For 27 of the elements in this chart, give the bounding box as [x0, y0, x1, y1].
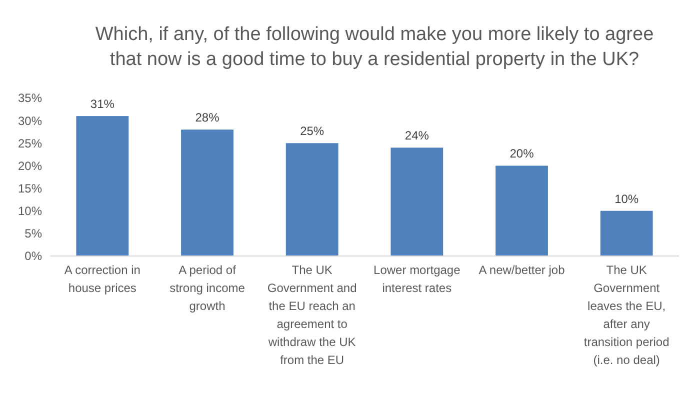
- y-tick-label: 30%: [18, 114, 42, 128]
- bar: [390, 148, 444, 256]
- x-tick-label: A new/better job: [478, 263, 566, 277]
- bar: [181, 130, 234, 256]
- chart-title: Which, if any, of the following would make you more likely to agree that now is a good time to buy a residential property in the UK?: [95, 24, 654, 70]
- bar: [496, 166, 548, 256]
- data-label: 20%: [510, 146, 534, 161]
- data-label: 25%: [300, 124, 324, 138]
- bar: [286, 143, 338, 256]
- y-tick-label: 25%: [18, 136, 42, 150]
- y-tick-label: 15%: [18, 181, 42, 196]
- x-tick-label: A period of strong income growth: [170, 263, 246, 313]
- x-tick-label: A correction in house prices: [64, 263, 140, 295]
- y-tick-label: 5%: [24, 226, 42, 241]
- y-tick-label: 0%: [24, 249, 42, 264]
- x-tick-label: Lower mortgage interest rates: [374, 263, 461, 295]
- data-label: 28%: [195, 110, 220, 125]
- x-tick-label: The UK Government and the EU reach an agreement to withdraw the UK from the EU: [267, 263, 357, 367]
- data-label: 31%: [90, 97, 115, 112]
- data-label: 24%: [404, 128, 430, 143]
- y-tick-label: 35%: [18, 91, 42, 106]
- y-tick-label: 20%: [18, 158, 42, 173]
- bar: [600, 210, 653, 256]
- y-tick-label: 10%: [18, 204, 42, 218]
- bar: [76, 116, 129, 256]
- data-label: 10%: [614, 192, 639, 206]
- x-tick-label: The UK Government leaves the EU, after any transition period (i.e. no deal): [584, 263, 670, 367]
